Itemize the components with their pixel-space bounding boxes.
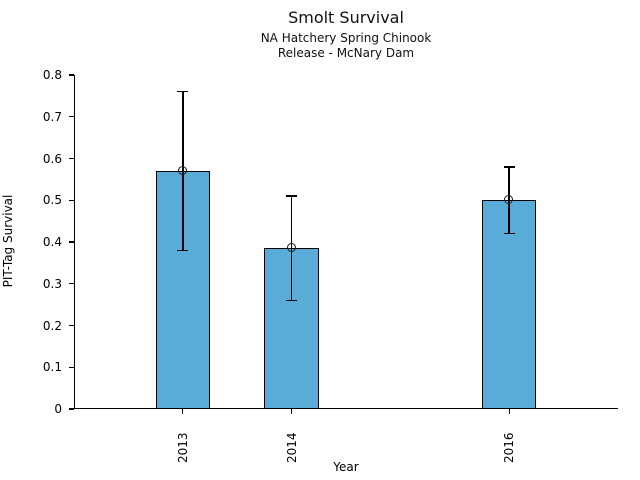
error-cap-top-2014 [286,195,298,197]
y-tick-label: 0.5 [42,193,62,208]
y-tick-label: 0.1 [42,360,62,375]
y-tick-mark [69,74,74,76]
chart-subtitle-line1: NA Hatchery Spring Chinook [260,31,432,45]
point-marker-2016 [504,195,514,205]
y-tick-label: 0.6 [42,151,62,166]
error-cap-top-2016 [503,166,515,168]
y-tick-mark [69,199,74,201]
point-marker-2013 [177,166,187,176]
y-tick-label: 0.3 [42,276,62,291]
chart-subtitle-line2: Release - McNary Dam [277,46,415,60]
x-tick-label-2014: 2014 [284,432,299,463]
error-cap-top-2013 [177,90,189,93]
error-cap-bottom-2014 [286,299,298,302]
y-tick-mark [69,366,74,368]
x-tick-label-2016: 2016 [502,432,517,463]
y-tick-mark [69,157,74,160]
y-axis-spine [74,75,76,409]
y-tick-mark [69,241,74,243]
x-axis-spine [74,408,618,410]
y-tick-mark [69,283,74,285]
y-tick-label: 0.7 [42,109,62,124]
bar-2013 [155,171,210,409]
x-tick-mark-2014 [290,409,293,414]
y-tick-mark [69,324,74,327]
x-tick-label-2013: 2013 [175,432,190,463]
x-tick-mark-2013 [182,409,184,414]
y-tick-label: 0.4 [42,235,62,249]
y-tick-label: 0.8 [42,68,62,82]
y-tick-label: 0 [54,402,62,416]
y-tick-mark [69,408,74,410]
x-tick-mark-2016 [508,409,510,414]
error-cap-bottom-2016 [503,232,515,235]
error-cap-bottom-2013 [177,249,189,252]
chart-title: Smolt Survival [288,8,404,27]
y-tick-label: 0.2 [42,318,62,333]
y-tick-mark [69,116,74,118]
point-marker-2014 [286,243,296,253]
bar-2016 [482,200,537,409]
x-axis-label: Year [333,460,359,474]
